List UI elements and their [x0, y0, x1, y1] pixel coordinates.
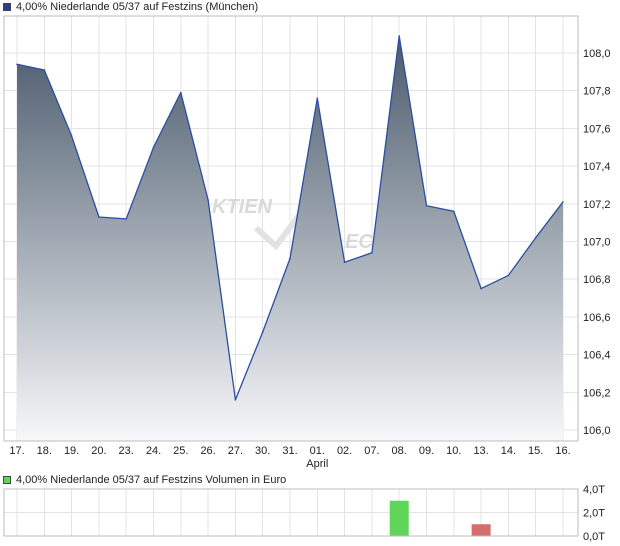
x-tick-label: 26. [200, 445, 215, 457]
x-tick-label: 31. [282, 445, 297, 457]
price-data-point [534, 236, 537, 239]
price-data-point [125, 218, 127, 220]
x-tick-label: 20. [91, 445, 106, 457]
price-y-tick-label: 106,4 [583, 350, 611, 362]
price-data-point [453, 210, 455, 213]
price-data-point [562, 201, 564, 203]
price-area-fill [17, 36, 563, 441]
x-tick-label: 07. [364, 445, 379, 457]
volume-bar [471, 524, 491, 536]
price-plot-frame [3, 15, 579, 442]
x-tick-label: 09. [419, 445, 434, 457]
price-legend-swatch [3, 3, 11, 11]
price-data-point [316, 97, 319, 100]
price-data-point [425, 204, 428, 207]
price-data-point [289, 257, 291, 260]
x-tick-label: 19. [64, 445, 79, 457]
price-data-point [180, 91, 182, 94]
x-tick-label: 18. [37, 445, 52, 457]
x-tick-label: 23. [119, 445, 134, 457]
price-data-point [234, 399, 237, 401]
price-y-tick-label: 106,8 [583, 274, 611, 286]
watermark-text-top: KTIEN [212, 196, 273, 218]
x-tick-label: 14. [501, 445, 516, 457]
x-tick-label: 01. [310, 445, 325, 457]
price-y-tick-label: 107,0 [583, 237, 611, 249]
x-tick-label: 16. [555, 445, 570, 457]
price-y-tick-label: 107,6 [583, 123, 611, 135]
price-data-point [343, 261, 346, 264]
price-y-tick-label: 108,0 [583, 48, 611, 60]
x-tick-label: 24. [146, 445, 161, 457]
price-y-tick-label: 106,6 [583, 312, 611, 324]
price-data-point [207, 199, 209, 201]
volume-legend-swatch [3, 476, 11, 484]
price-data-point [16, 63, 18, 66]
price-y-tick-label: 106,2 [583, 387, 611, 399]
x-tick-label: 25. [173, 445, 188, 457]
volume-plot-frame [3, 488, 579, 537]
x-tick-label: 08. [392, 445, 407, 457]
price-y-tick-label: 106,0 [583, 425, 611, 437]
price-data-point [507, 274, 510, 277]
x-tick-label: 17. [9, 445, 24, 457]
price-data-point [98, 216, 100, 218]
price-chart-legend: 4,00% Niederlande 05/37 auf Festzins (Mü… [3, 0, 258, 14]
price-data-point [43, 69, 46, 71]
x-tick-label: 10. [446, 445, 461, 457]
x-month-label: April [306, 458, 328, 470]
watermark-checkmark-icon [253, 212, 303, 251]
watermark-text-bottom: EC [345, 231, 373, 253]
volume-chart-legend: 4,00% Niederlande 05/37 auf Festzins Vol… [3, 473, 286, 487]
price-data-point [480, 287, 482, 290]
x-tick-label: 15. [528, 445, 543, 457]
volume-y-tick-label: 4,0T [583, 484, 605, 496]
x-tick-label: 27. [228, 445, 243, 457]
volume-bar [389, 500, 409, 536]
volume-y-tick-label: 0,0T [583, 531, 605, 543]
volume-y-tick-label: 2,0T [583, 508, 605, 520]
price-y-tick-label: 107,2 [583, 199, 611, 211]
x-tick-label: 30. [255, 445, 270, 457]
volume-legend-label: 4,00% Niederlande 05/37 auf Festzins Vol… [16, 474, 287, 486]
price-legend-label: 4,00% Niederlande 05/37 auf Festzins (Mü… [16, 1, 259, 13]
price-data-point [398, 35, 401, 37]
x-tick-label: 13. [473, 445, 488, 457]
x-tick-label: 02. [337, 445, 352, 457]
price-data-point [371, 252, 373, 254]
price-data-point [261, 331, 264, 333]
price-y-tick-label: 107,8 [583, 86, 611, 98]
price-data-point [152, 146, 155, 149]
price-data-point [70, 135, 73, 137]
price-y-tick-label: 107,4 [583, 161, 611, 173]
